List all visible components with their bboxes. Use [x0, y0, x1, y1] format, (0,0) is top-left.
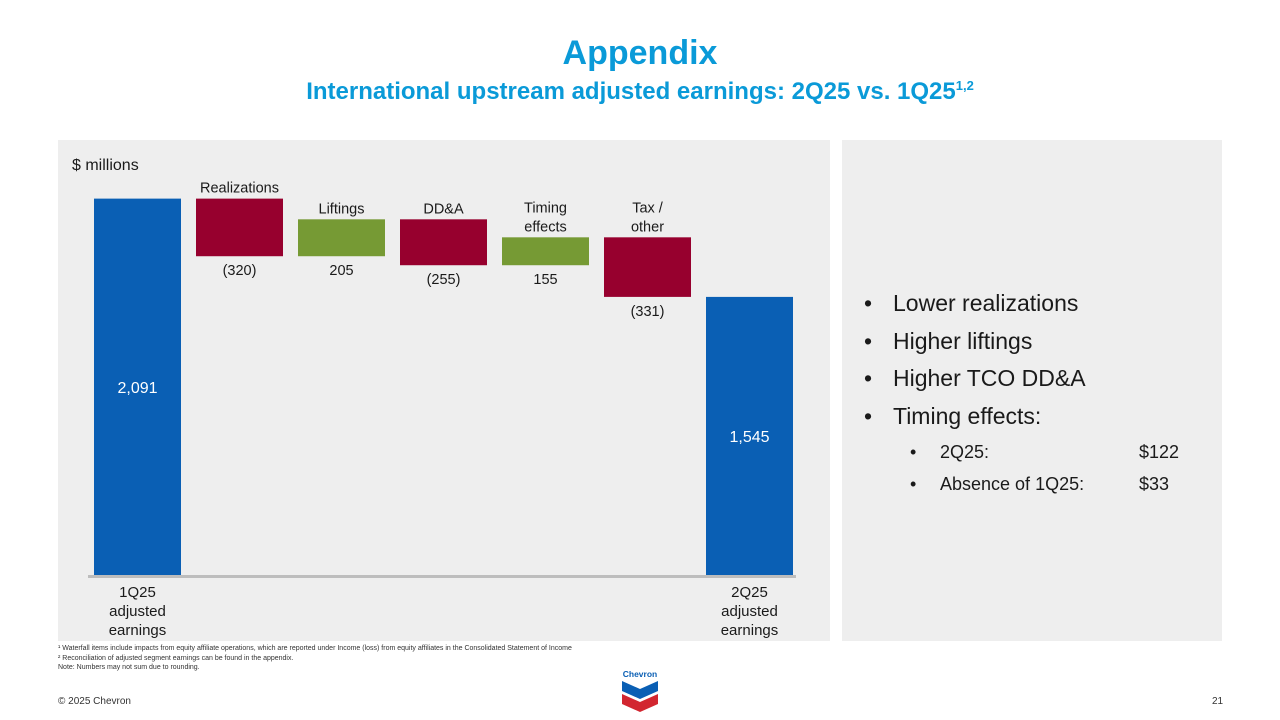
- bullet-dot-icon: •: [910, 442, 917, 462]
- copyright: © 2025 Chevron: [58, 696, 131, 707]
- data-label: (331): [631, 304, 665, 320]
- waterfall-bar-4: [400, 219, 487, 266]
- category-label: effects: [524, 219, 566, 235]
- category-label: 2Q25: [731, 584, 768, 601]
- bullet-text: Timing effects:: [893, 402, 1042, 429]
- chevron-logo-icon: Chevron: [622, 669, 658, 712]
- data-label: (255): [427, 272, 461, 288]
- logo-wordmark: Chevron: [623, 669, 657, 679]
- commentary-bullet: • Higher liftings: [864, 326, 1086, 364]
- footnote: Note: Numbers may not sum due to roundin…: [58, 664, 200, 671]
- category-label: adjusted: [721, 603, 778, 620]
- footnote: ¹ Waterfall items include impacts from e…: [58, 645, 572, 652]
- bullet-dot-icon: •: [864, 327, 873, 354]
- sub-bullet-amount: $33: [1139, 474, 1170, 494]
- commentary-bullet: • Timing effects:: [864, 401, 1086, 439]
- category-label: adjusted: [109, 603, 166, 620]
- data-label: 2,091: [117, 380, 157, 397]
- bullet-text: Lower realizations: [893, 290, 1079, 316]
- commentary-bullet: • Lower realizations: [864, 288, 1086, 326]
- subtitle-superscript: 1,2: [955, 78, 974, 93]
- category-label: Realizations: [200, 181, 279, 197]
- waterfall-bar-5: [502, 237, 589, 266]
- bullet-dot-icon: •: [864, 402, 873, 429]
- waterfall-chart-panel: $ millions 2,091 1Q25 adjusted earnings Reali…: [58, 140, 830, 641]
- footnote: ² Reconciliation of adjusted segment ear…: [58, 654, 294, 662]
- waterfall-bar-3: [298, 219, 385, 257]
- commentary-sub-bullet: • Absence of 1Q25: $33: [864, 470, 1169, 502]
- category-label: other: [631, 219, 664, 235]
- unit-label: $ millions: [72, 157, 139, 174]
- waterfall-bar-6: [604, 237, 691, 297]
- category-label: Timing: [524, 200, 567, 216]
- page-subtitle: International upstream adjusted earnings…: [0, 78, 1280, 106]
- sub-bullet-label: Absence of 1Q25:: [940, 474, 1085, 494]
- data-label: 1,545: [729, 429, 769, 446]
- data-label: 155: [533, 272, 557, 288]
- category-label: Tax /: [632, 200, 664, 216]
- waterfall-bar-7: [706, 296, 793, 575]
- sub-bullet-amount: $122: [1139, 442, 1180, 462]
- category-label: DD&A: [423, 201, 464, 217]
- bullet-dot-icon: •: [910, 474, 917, 494]
- footnotes: ¹ Waterfall items include impacts from e…: [58, 644, 572, 673]
- bullet-dot-icon: •: [864, 365, 873, 391]
- category-label: 1Q25: [119, 584, 156, 601]
- commentary-bullet: • Higher TCO DD&A: [864, 363, 1086, 401]
- data-label: 205: [329, 263, 353, 279]
- waterfall-bar-1: [94, 198, 181, 575]
- subtitle-text: International upstream adjusted earnings…: [306, 78, 956, 105]
- bullet-text: Higher TCO DD&A: [893, 365, 1086, 391]
- page-number: 21: [1212, 696, 1224, 707]
- category-label: earnings: [109, 622, 167, 639]
- waterfall-chart: $ millions 2,091 1Q25 adjusted earnings Reali…: [72, 157, 796, 639]
- baseline-axis: [88, 575, 796, 578]
- category-label: earnings: [721, 622, 779, 639]
- commentary-list: • Lower realizations • Higher liftings • High…: [864, 288, 1179, 502]
- page-title: Appendix: [562, 34, 718, 72]
- sub-bullet-label: 2Q25:: [940, 442, 990, 462]
- bullet-text: Higher liftings: [893, 327, 1033, 354]
- data-label: (320): [223, 263, 257, 279]
- commentary-panel: • Lower realizations • Higher liftings • High…: [842, 140, 1222, 641]
- category-label: Liftings: [319, 201, 365, 217]
- waterfall-bar-2: [196, 198, 283, 257]
- commentary-sub-bullet: • 2Q25: $122: [864, 438, 1179, 470]
- bullet-dot-icon: •: [864, 290, 873, 316]
